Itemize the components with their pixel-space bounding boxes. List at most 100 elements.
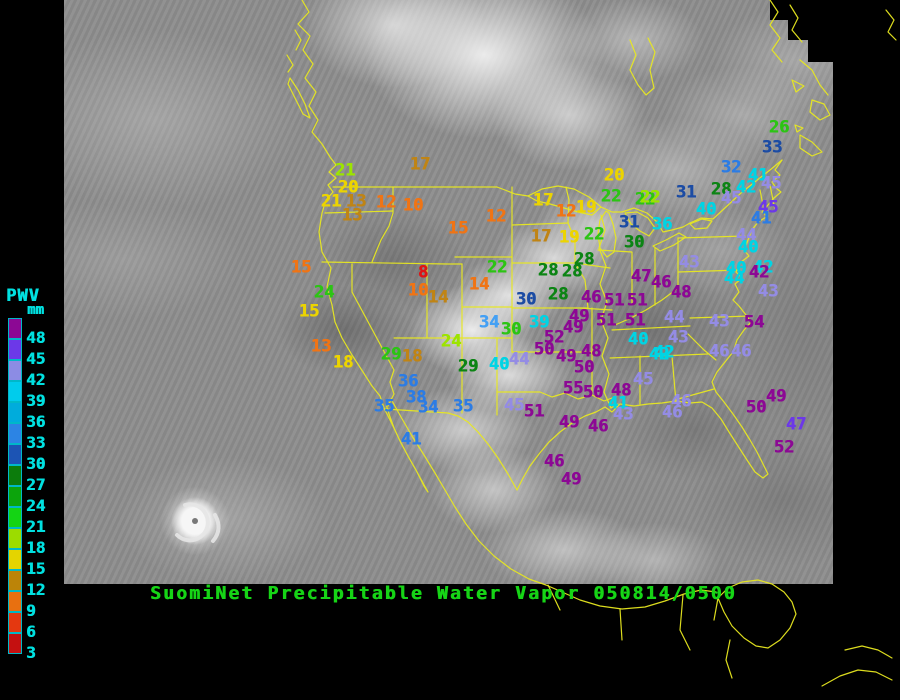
- coastlines: [286, 0, 783, 610]
- station-value: 22: [639, 187, 661, 208]
- station-value: 40: [725, 258, 747, 279]
- station-value: 24: [440, 331, 462, 352]
- station-value: 12: [485, 206, 507, 227]
- station-value: 18: [332, 352, 354, 373]
- station-value: 18: [401, 346, 423, 367]
- legend-value: 27: [26, 475, 46, 494]
- station-value: 50: [573, 357, 595, 378]
- station-value: 17: [409, 154, 431, 175]
- legend-swatch: [8, 633, 22, 654]
- station-value: 43: [667, 327, 689, 348]
- station-value: 47: [630, 266, 652, 287]
- legend-title: PWV: [6, 286, 40, 306]
- station-value: 19: [558, 227, 580, 248]
- legend-value: 3: [26, 643, 36, 662]
- station-value: 47: [785, 414, 807, 435]
- legend-swatch: [8, 570, 22, 591]
- station-value: 17: [532, 190, 554, 211]
- station-value: 41: [747, 165, 769, 186]
- station-value: 51: [624, 310, 646, 331]
- station-value: 12: [375, 192, 397, 213]
- station-value: 44: [723, 268, 745, 289]
- station-value: 46: [650, 272, 672, 293]
- station-value: 41: [400, 429, 422, 450]
- station-value: 28: [547, 284, 569, 305]
- station-value: 29: [380, 344, 402, 365]
- station-value: 14: [468, 274, 490, 295]
- station-value: 50: [533, 339, 555, 360]
- station-value: 46: [661, 402, 683, 423]
- station-value: 28: [561, 261, 583, 282]
- station-value: 51: [626, 290, 648, 311]
- station-value: 28: [537, 260, 559, 281]
- swath-void: [770, 0, 833, 62]
- legend-value: 42: [26, 370, 46, 389]
- station-value: 28: [573, 249, 595, 270]
- station-value: 31: [675, 182, 697, 203]
- station-value: 51: [603, 290, 625, 311]
- station-value: 45: [757, 197, 779, 218]
- station-value: 52: [773, 437, 795, 458]
- station-value: 42: [648, 344, 670, 365]
- legend-value: 33: [26, 433, 46, 452]
- station-value: 13: [310, 336, 332, 357]
- station-value: 13: [341, 205, 363, 226]
- station-value: 51: [595, 310, 617, 331]
- station-value: 50: [745, 397, 767, 418]
- legend-value: 30: [26, 454, 46, 473]
- legend-swatch: [8, 486, 22, 507]
- station-value: 43: [708, 311, 730, 332]
- station-value: 32: [720, 157, 742, 178]
- station-value: 49: [568, 306, 590, 327]
- legend-value: 9: [26, 601, 36, 620]
- state-borders: [321, 184, 776, 416]
- station-value: 35: [373, 396, 395, 417]
- canada-borders-lakes: [332, 37, 783, 258]
- legend-value: 39: [26, 391, 46, 410]
- station-value: 30: [515, 289, 537, 310]
- station-value: 36: [651, 214, 673, 235]
- station-value: 50: [582, 382, 604, 403]
- station-value: 45: [760, 173, 782, 194]
- legend-value: 6: [26, 622, 36, 641]
- station-value: 49: [560, 469, 582, 490]
- station-value: 17: [530, 226, 552, 247]
- legend-swatch: [8, 444, 22, 465]
- hurricane-spiral: [175, 502, 221, 543]
- station-value: 46: [587, 416, 609, 437]
- station-value: 15: [298, 301, 320, 322]
- station-value: 48: [580, 341, 602, 362]
- station-value: 22: [583, 224, 605, 245]
- station-value: 49: [765, 386, 787, 407]
- station-value: 43: [757, 281, 779, 302]
- station-value: 46: [670, 391, 692, 412]
- legend-swatch: [8, 549, 22, 570]
- station-value: 15: [447, 218, 469, 239]
- legend-swatch: [8, 318, 22, 339]
- station-value: 46: [580, 287, 602, 308]
- station-value: 46: [730, 341, 752, 362]
- legend-value: 48: [26, 328, 46, 347]
- station-value: 44: [735, 225, 757, 246]
- atlantic-canada-coast: [769, 0, 897, 157]
- station-value: 26: [768, 117, 790, 138]
- station-value: 22: [486, 257, 508, 278]
- station-value: 34: [417, 397, 439, 418]
- station-value: 42: [752, 257, 774, 278]
- satellite-image: [64, 0, 833, 584]
- station-value: 44: [508, 349, 530, 370]
- station-value: 41: [750, 208, 772, 229]
- station-value: 43: [678, 252, 700, 273]
- station-value: 40: [695, 199, 717, 220]
- station-value: 43: [612, 404, 634, 425]
- legend-swatch: [8, 339, 22, 360]
- station-value: 30: [500, 319, 522, 340]
- station-value: 46: [543, 451, 565, 472]
- station-value: 45: [720, 188, 742, 209]
- legend-swatch: [8, 381, 22, 402]
- legend-value: 12: [26, 580, 46, 599]
- station-value: 35: [452, 396, 474, 417]
- legend-swatch: [8, 423, 22, 444]
